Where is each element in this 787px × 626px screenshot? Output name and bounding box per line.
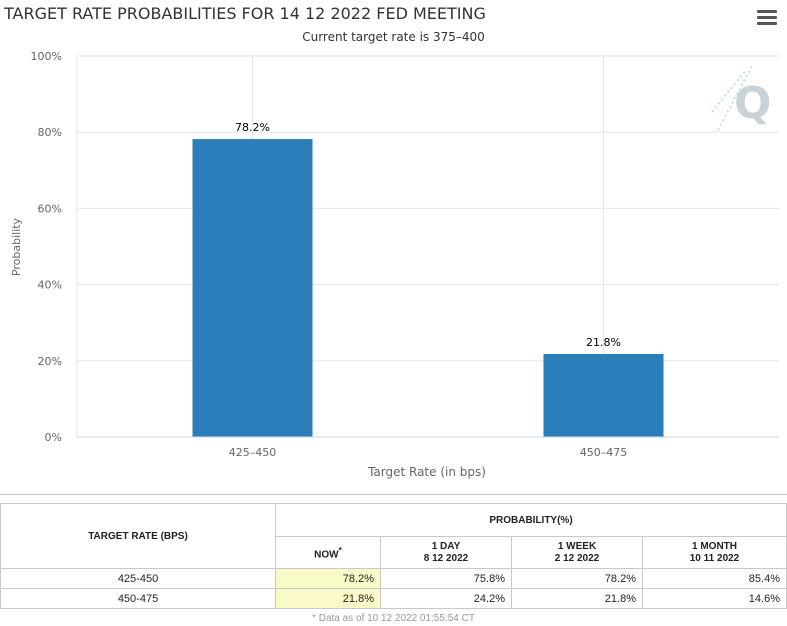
- chart-subtitle: Current target rate is 375–400: [302, 30, 485, 44]
- cme-q-watermark-icon: Q: [711, 65, 771, 131]
- cell-target: 450-475: [0, 588, 276, 609]
- y-tick-label: 60%: [38, 202, 62, 215]
- header-1day-label: 1 DAY: [431, 540, 461, 552]
- table-header-row: TARGET RATE (BPS) PROBABILITY(%): [0, 503, 787, 569]
- y-tick-label: 20%: [38, 355, 62, 368]
- header-1month: 1 MONTH 10 11 2022: [642, 536, 787, 569]
- hamburger-menu-icon[interactable]: [757, 10, 777, 28]
- cell-1week: 21.8%: [511, 588, 643, 609]
- chart-title: TARGET RATE PROBABILITIES FOR 14 12 2022…: [4, 4, 486, 23]
- cell-1day: 75.8%: [380, 568, 512, 589]
- header-1week-label: 1 WEEK: [557, 540, 597, 552]
- y-tick-label: 100%: [31, 50, 62, 63]
- x-tick-label: 425–450: [229, 446, 277, 459]
- table-subheader-row: NOW* 1 DAY 8 12 2022 1 WEEK 2 12 2022 1 MO…: [1, 536, 787, 569]
- cell-now: 78.2%: [275, 568, 381, 589]
- svg-text:Q: Q: [734, 78, 771, 129]
- y-axis-label: Probability: [10, 217, 23, 276]
- table-row: 450-475 21.8% 24.2% 21.8% 14.6%: [0, 588, 787, 609]
- cell-1week: 78.2%: [511, 568, 643, 589]
- bar: [543, 353, 664, 437]
- header-1day-date: 8 12 2022: [423, 552, 469, 564]
- menu-line: [757, 22, 777, 25]
- data-timestamp-footnote: * Data as of 10 12 2022 01:55:54 CT: [312, 613, 475, 624]
- header-1day: 1 DAY 8 12 2022: [380, 536, 512, 569]
- cell-1month: 14.6%: [642, 588, 787, 609]
- cell-now: 21.8%: [275, 588, 381, 609]
- probability-table: TARGET RATE (BPS) PROBABILITY(%) NOW* 1 …: [0, 503, 787, 609]
- data-label: 21.8%: [586, 336, 621, 349]
- cell-target: 425-450: [0, 568, 276, 589]
- bar-chart: Q 78.2% 21.8% 0% 20% 40% 60% 80% 100% 425–450 45…: [10, 50, 779, 479]
- header-1month-label: 1 MONTH: [692, 540, 737, 552]
- header-1week-date: 2 12 2022: [554, 552, 600, 564]
- x-axis-label: Target Rate (in bps): [367, 465, 486, 479]
- header-target-rate: TARGET RATE (BPS): [0, 503, 276, 569]
- x-tick-label: 450–475: [580, 446, 628, 459]
- table-row: 425-450 78.2% 75.8% 78.2% 85.4%: [0, 568, 787, 589]
- cell-1month: 85.4%: [642, 568, 787, 589]
- header-probability: PROBABILITY(%): [275, 503, 787, 537]
- header-now-label: NOW: [314, 549, 339, 561]
- bar: [192, 139, 313, 438]
- table-top-divider: [0, 494, 787, 495]
- grid-lines: [76, 55, 779, 438]
- y-tick-label: 80%: [38, 126, 62, 139]
- y-tick-label: 0%: [45, 431, 62, 444]
- menu-line: [757, 16, 777, 19]
- bars: 78.2% 21.8%: [192, 121, 664, 438]
- menu-line: [757, 10, 777, 13]
- y-tick-label: 40%: [38, 279, 62, 292]
- data-label: 78.2%: [235, 121, 270, 134]
- cell-1day: 24.2%: [380, 588, 512, 609]
- header-1week: 1 WEEK 2 12 2022: [511, 536, 643, 569]
- header-1month-date: 10 11 2022: [689, 552, 740, 564]
- axes: 0% 20% 40% 60% 80% 100% 425–450 450–475: [31, 50, 779, 459]
- header-now: NOW*: [275, 536, 381, 569]
- header-now-marker: *: [338, 544, 342, 555]
